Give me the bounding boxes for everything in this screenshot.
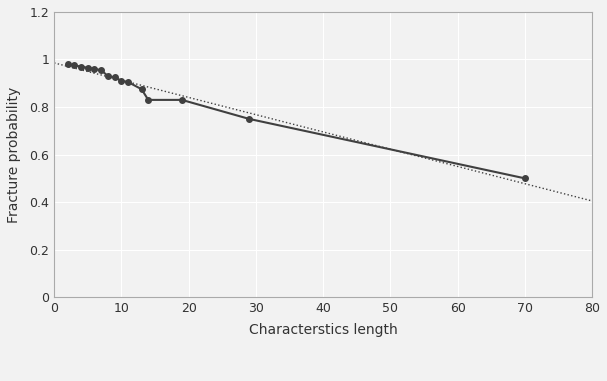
Y-axis label: Fracture probability: Fracture probability — [7, 86, 21, 223]
X-axis label: Characterstics length: Characterstics length — [249, 323, 398, 337]
